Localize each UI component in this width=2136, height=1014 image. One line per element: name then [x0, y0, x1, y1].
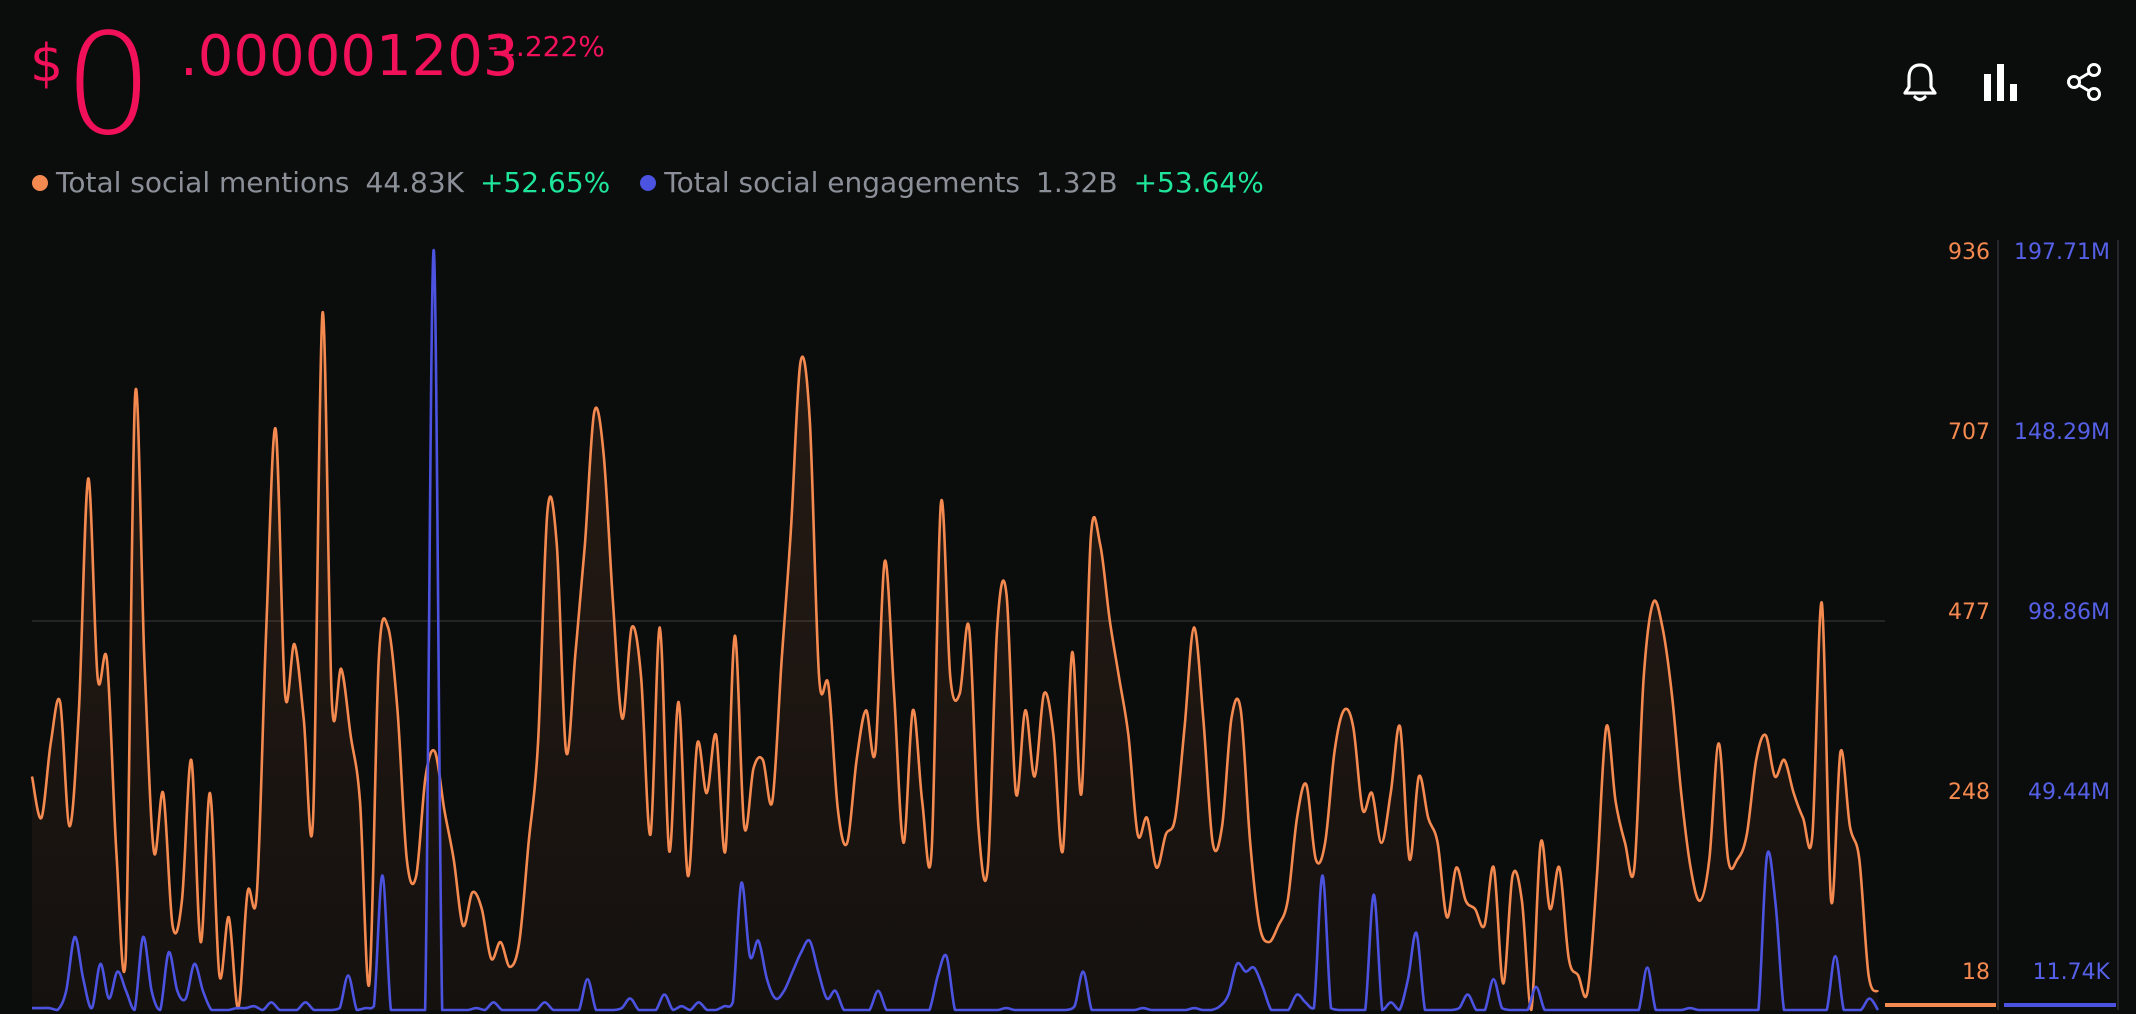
- engagements-dot: [640, 174, 657, 191]
- bar-chart-icon[interactable]: [1980, 60, 2024, 104]
- price-integer: 0: [64, 4, 154, 167]
- right-axis-tick: 197.71M: [2014, 240, 2110, 265]
- mentions-dot: [32, 174, 48, 191]
- left-axis-tick: 707: [1948, 420, 1990, 445]
- bell-icon[interactable]: [1898, 60, 1942, 104]
- right-axis-tick: 11.74K: [2033, 960, 2111, 985]
- left-axis-tick: 248: [1948, 780, 1990, 805]
- legend-change: +52.65%: [480, 166, 611, 199]
- price-currency: $: [30, 34, 64, 94]
- engagements-line: [32, 248, 1880, 1012]
- legend-value: 1.32B: [1036, 166, 1118, 199]
- chart-toolbar: [1898, 60, 2106, 104]
- legend-label: Total social mentions: [56, 166, 350, 199]
- left-axis-ticks: 936 707 477 248 18: [1948, 240, 1990, 985]
- legend-label: Total social engagements: [664, 166, 1021, 199]
- right-axis-ticks: 197.71M 148.29M 98.86M 49.44M 11.74K: [2014, 240, 2111, 985]
- right-axis-tick: 98.86M: [2028, 600, 2110, 625]
- legend-mentions[interactable]: Total social mentions 44.83K +52.65%: [32, 166, 610, 199]
- chart-legend: Total social mentions 44.83K +52.65% Tot…: [32, 166, 1294, 199]
- share-icon[interactable]: [2062, 60, 2106, 104]
- price-decimal: .000001203: [180, 24, 519, 89]
- left-axis-tick: 477: [1948, 600, 1990, 625]
- right-axis-tick: 49.44M: [2028, 780, 2110, 805]
- legend-engagements[interactable]: Total social engagements 1.32B +53.64%: [640, 166, 1264, 199]
- mentions-line: [30, 311, 1880, 1012]
- right-axis-tick: 148.29M: [2014, 420, 2110, 445]
- price-change: -1.222%: [488, 30, 605, 63]
- mentions-area: [32, 312, 1878, 1010]
- left-axis-tick: 18: [1962, 960, 1990, 985]
- legend-value: 44.83K: [365, 166, 465, 199]
- legend-change: +53.64%: [1133, 166, 1264, 199]
- left-axis-tick: 936: [1948, 240, 1990, 265]
